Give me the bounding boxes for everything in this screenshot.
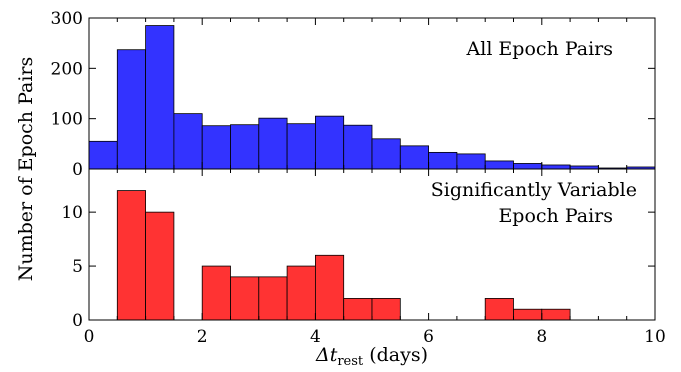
x-axis-label-subscript: rest (337, 354, 364, 369)
x-axis-label: Δtrest (days) (315, 344, 428, 369)
top-ytick-label-3: 300 (51, 9, 83, 29)
top-bar-6 (258, 117, 288, 170)
xtick-label-5: 10 (644, 327, 666, 347)
bottom-panel-title-line-1: Significantly Variable (431, 179, 637, 201)
top-bar-4 (201, 125, 231, 170)
top-bar-2 (145, 25, 175, 170)
bottom-bar-8 (314, 254, 345, 321)
bottom-bar-6 (258, 276, 288, 321)
x-axis-label-unit: (days) (363, 344, 428, 366)
bottom-panel-title-line-2: Epoch Pairs (498, 205, 613, 227)
top-ytick-label-0: 0 (72, 160, 83, 180)
top-bar-9 (343, 124, 373, 170)
bottom-panel-frame (88, 168, 656, 321)
top-bar-10 (371, 138, 401, 170)
xtick-label-1: 2 (197, 327, 208, 347)
top-ytick-label-1: 100 (51, 110, 83, 130)
bottom-bar-15 (513, 308, 543, 321)
top-bar-14 (484, 160, 514, 170)
top-bar-7 (286, 123, 316, 170)
bottom-bar-16 (541, 308, 571, 321)
xtick-label-3: 6 (423, 327, 434, 347)
x-axis-label-symbol: Δt (315, 344, 338, 366)
bottom-bar-7 (286, 265, 316, 321)
bottom-bar-5 (230, 276, 260, 321)
top-panel-bars (88, 25, 656, 170)
xtick-label-4: 8 (536, 327, 547, 347)
bottom-bar-1 (116, 190, 147, 321)
y-axis-label: Number of Epoch Pairs (15, 57, 37, 281)
top-panel-title: All Epoch Pairs (466, 38, 613, 60)
bottom-bar-2 (145, 211, 175, 321)
xtick-label-2: 4 (310, 327, 321, 347)
top-bar-0 (88, 140, 118, 170)
bottom-bar-4 (201, 265, 231, 321)
top-bar-1 (116, 49, 147, 170)
bottom-ytick-label-1: 5 (72, 257, 83, 277)
bottom-ytick-label-0: 0 (72, 311, 83, 331)
bottom-bar-9 (343, 298, 373, 321)
top-bar-11 (399, 145, 429, 170)
bottom-panel-bars (116, 190, 571, 321)
top-bar-8 (314, 115, 345, 170)
top-bar-5 (230, 124, 260, 170)
top-bar-3 (173, 113, 203, 170)
top-bar-13 (456, 153, 486, 170)
bottom-bar-14 (484, 298, 514, 321)
top-ytick-label-2: 200 (51, 59, 83, 79)
top-bar-15 (513, 163, 543, 170)
top-bar-12 (428, 151, 458, 170)
bottom-bar-10 (371, 298, 401, 321)
xtick-label-0: 0 (84, 327, 95, 347)
bottom-ytick-label-2: 10 (61, 203, 83, 223)
top-bar-16 (541, 164, 571, 170)
